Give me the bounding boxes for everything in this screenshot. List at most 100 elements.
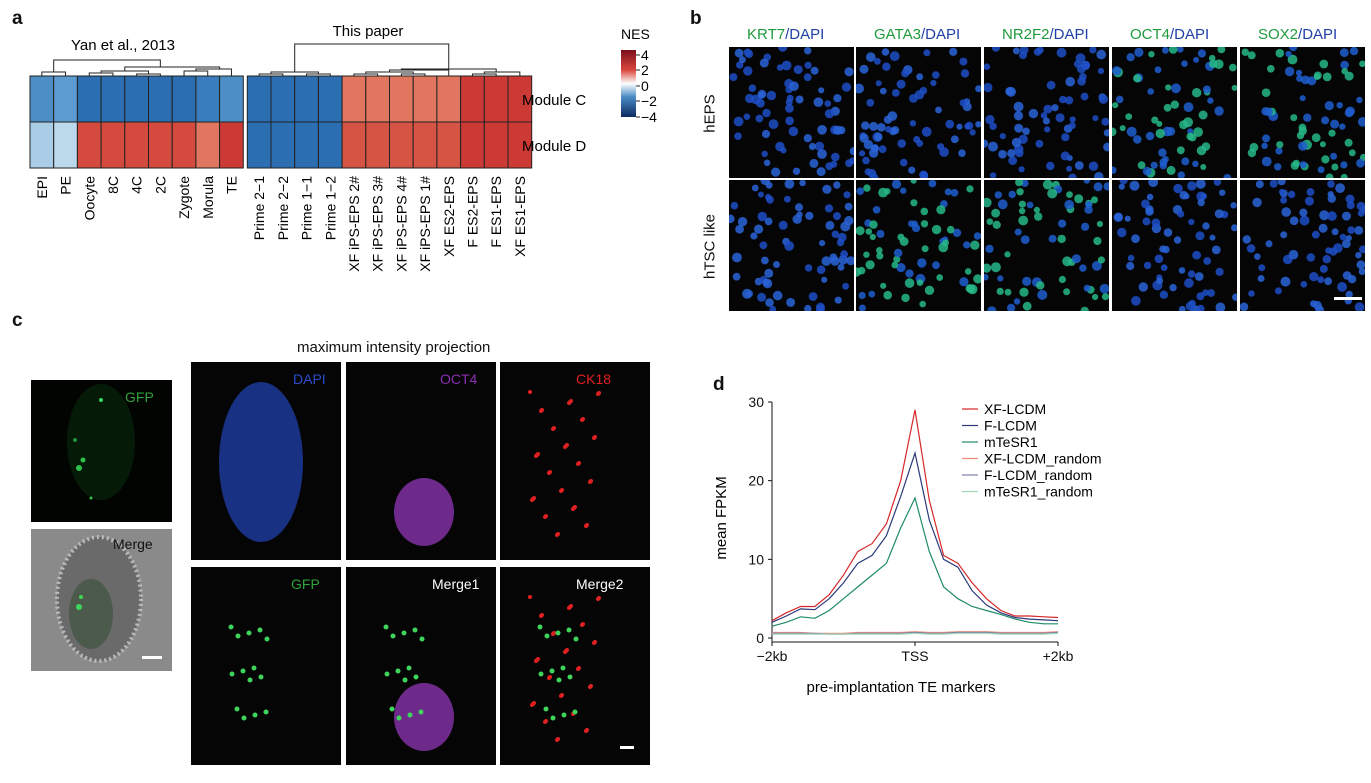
dapi-label: /DAPI — [785, 26, 825, 43]
panel-label-d: d — [713, 374, 725, 395]
heatmap-row-label: Module D — [522, 138, 586, 155]
chart-lines — [771, 409, 1059, 635]
projection-image — [500, 362, 650, 560]
dendrogram-branch — [53, 59, 161, 72]
heatmap-column-label: XF iPS-EPS 4# — [393, 176, 409, 272]
group2-title: This paper — [333, 23, 404, 40]
y-tick-label: 20 — [748, 473, 764, 489]
marker-name: OCT4 — [1130, 26, 1171, 43]
heatmap-column-label: XF iPS-EPS 3# — [370, 176, 386, 272]
dendrogram-branch — [195, 68, 232, 76]
heatmap-column-label: EPI — [34, 176, 50, 199]
legend-tick-label: 2 — [641, 62, 649, 78]
fluorescence-image — [856, 180, 981, 311]
heatmap-cell — [507, 121, 533, 169]
heatmap-column-labels: EPI PE Oocyte 8C 4C 2C Zygote Morula TE Prime 2−1… — [34, 176, 528, 272]
heatmap-column-label: 4C — [129, 176, 145, 194]
heatmap-column-label: Prime 1−1 — [299, 176, 315, 240]
legend-title: NES — [621, 26, 650, 42]
legend-entry: F-LCDM — [984, 418, 1037, 434]
dendrogram-branch — [294, 43, 450, 72]
panel-c-title: maximum intensity projection — [297, 339, 491, 356]
marker-name: GATA3 — [874, 26, 921, 43]
heatmap-column-label: Prime 2−2 — [275, 176, 291, 240]
fluorescence-image — [984, 180, 1109, 311]
legend-entry: F-LCDM_random — [984, 467, 1092, 483]
marker-name: KRT7 — [747, 26, 786, 43]
dendrogram-branch — [483, 71, 521, 76]
projection-image-label: OCT4 — [440, 371, 478, 387]
projection-image — [191, 362, 341, 560]
projection-image — [191, 567, 341, 765]
heatmap-column-label: Prime 1−2 — [322, 176, 338, 240]
legend-tick-label: 0 — [641, 78, 649, 94]
legend-entry: XF-LCDM_random — [984, 451, 1101, 467]
heatmap-column-label: 8C — [105, 176, 121, 194]
fluorescence-image — [856, 47, 981, 178]
panel-label-a: a — [12, 8, 23, 29]
x-tick-label: +2kb — [1043, 648, 1074, 664]
series-line — [772, 632, 1059, 635]
scale-bar-left — [142, 656, 162, 659]
panel-b-image-grid: KRT7/DAPI GATA3/DAPI NR2F2/DAPI OCT4/DAPI SO… — [0, 0, 1371, 311]
heatmap-column-label: XF ES1-EPS — [512, 176, 528, 257]
legend-entry: XF-LCDM — [984, 401, 1046, 417]
projection-image-label: Merge2 — [576, 576, 624, 592]
fluorescence-image — [1240, 180, 1365, 311]
heatmap-row-label: Module C — [522, 92, 586, 109]
projection-image-label: GFP — [291, 576, 320, 592]
panel-b-column-header: SOX2/DAPI — [1258, 26, 1337, 43]
projection-image — [500, 567, 650, 765]
projection-image-label: CK18 — [576, 371, 612, 387]
fluorescence-image — [1240, 47, 1365, 178]
projection-image — [346, 362, 496, 560]
dapi-label: /DAPI — [1170, 26, 1210, 43]
heatmap-row-labels: Module C Module D — [522, 92, 586, 155]
fluorescence-image — [729, 180, 854, 311]
y-tick-label: 10 — [748, 551, 764, 567]
panel-b-row-label: hTSC like — [701, 213, 719, 279]
dapi-label: /DAPI — [1298, 26, 1338, 43]
merge-embryo-image — [31, 529, 172, 671]
series-line — [771, 409, 1059, 622]
label-merge-left: Merge — [113, 536, 153, 552]
heatmap-column-label: XF ES2-EPS — [441, 176, 457, 257]
projection-image-label: Merge1 — [432, 576, 480, 592]
legend-tick-label: −4 — [641, 109, 657, 125]
legend-tick-label: 4 — [641, 47, 649, 63]
legend-entry: mTeSR1_random — [984, 484, 1093, 500]
legend-tick-label: −2 — [641, 93, 657, 109]
line-chart: 0 10 20 30 −2kb TSS +2kb XF-LCDMF-LCDMmTeSR1XF… — [713, 394, 1101, 696]
panel-label-c: c — [12, 310, 23, 331]
legend-colorbar — [621, 50, 636, 117]
scale-bar-b — [1334, 297, 1362, 300]
gfp-embryo-image — [31, 380, 172, 522]
fluorescence-image — [1112, 47, 1237, 178]
panel-label-b: b — [690, 8, 702, 29]
heatmap-column-label: Prime 2−1 — [251, 176, 267, 240]
heatmap-column-label: Oocyte — [81, 176, 97, 221]
label-gfp-left: GFP — [125, 389, 154, 405]
dendrogram-branch — [389, 69, 450, 76]
dapi-label: /DAPI — [920, 26, 961, 43]
heatmap-column-label: F ES2-EPS — [464, 176, 480, 248]
dendrogram — [41, 43, 521, 76]
chart-legend: XF-LCDMF-LCDMmTeSR1XF-LCDM_randomF-LCDM_… — [962, 401, 1101, 500]
heatmap-column-label: TE — [223, 176, 239, 194]
heatmap-column-label: Zygote — [176, 176, 192, 219]
dapi-label: /DAPI — [1049, 26, 1089, 43]
group1-title: Yan et al., 2013 — [71, 37, 175, 54]
panel-b-column-header: NR2F2/DAPI — [1002, 26, 1089, 43]
heatmap-column-label: 2C — [152, 176, 168, 194]
panel-b-column-header: GATA3/DAPI — [874, 26, 960, 43]
projection-image — [346, 567, 496, 765]
scale-bar-c — [620, 746, 634, 749]
heatmap-column-label: PE — [58, 176, 74, 195]
fluorescence-image — [984, 47, 1109, 178]
heatmap-column-label: XF iPS-EPS 1# — [417, 176, 433, 272]
dendrogram-branch — [124, 66, 221, 71]
series-line — [771, 496, 1058, 627]
series-line — [771, 450, 1059, 623]
fluorescence-image — [1112, 180, 1237, 311]
x-tick-label: TSS — [901, 648, 928, 664]
